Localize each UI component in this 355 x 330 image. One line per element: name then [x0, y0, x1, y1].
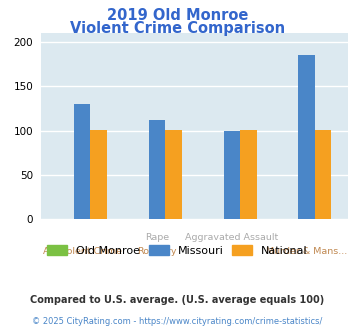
Bar — [149, 120, 165, 219]
Text: All Violent Crime: All Violent Crime — [43, 247, 121, 256]
Text: Murder & Mans...: Murder & Mans... — [266, 247, 347, 256]
Text: Robbery: Robbery — [137, 247, 177, 256]
Text: © 2025 CityRating.com - https://www.cityrating.com/crime-statistics/: © 2025 CityRating.com - https://www.city… — [32, 317, 323, 326]
Text: 2019 Old Monroe: 2019 Old Monroe — [107, 8, 248, 23]
Bar — [315, 130, 332, 219]
Bar — [90, 130, 107, 219]
Text: Compared to U.S. average. (U.S. average equals 100): Compared to U.S. average. (U.S. average … — [31, 295, 324, 305]
Bar — [240, 130, 257, 219]
Bar — [165, 130, 182, 219]
Bar — [224, 131, 240, 219]
Legend: Old Monroe, Missouri, National: Old Monroe, Missouri, National — [43, 241, 312, 260]
Bar — [299, 55, 315, 219]
Text: Rape: Rape — [145, 233, 169, 242]
Bar — [74, 104, 90, 219]
Text: Aggravated Assault: Aggravated Assault — [185, 233, 278, 242]
Text: Violent Crime Comparison: Violent Crime Comparison — [70, 21, 285, 36]
